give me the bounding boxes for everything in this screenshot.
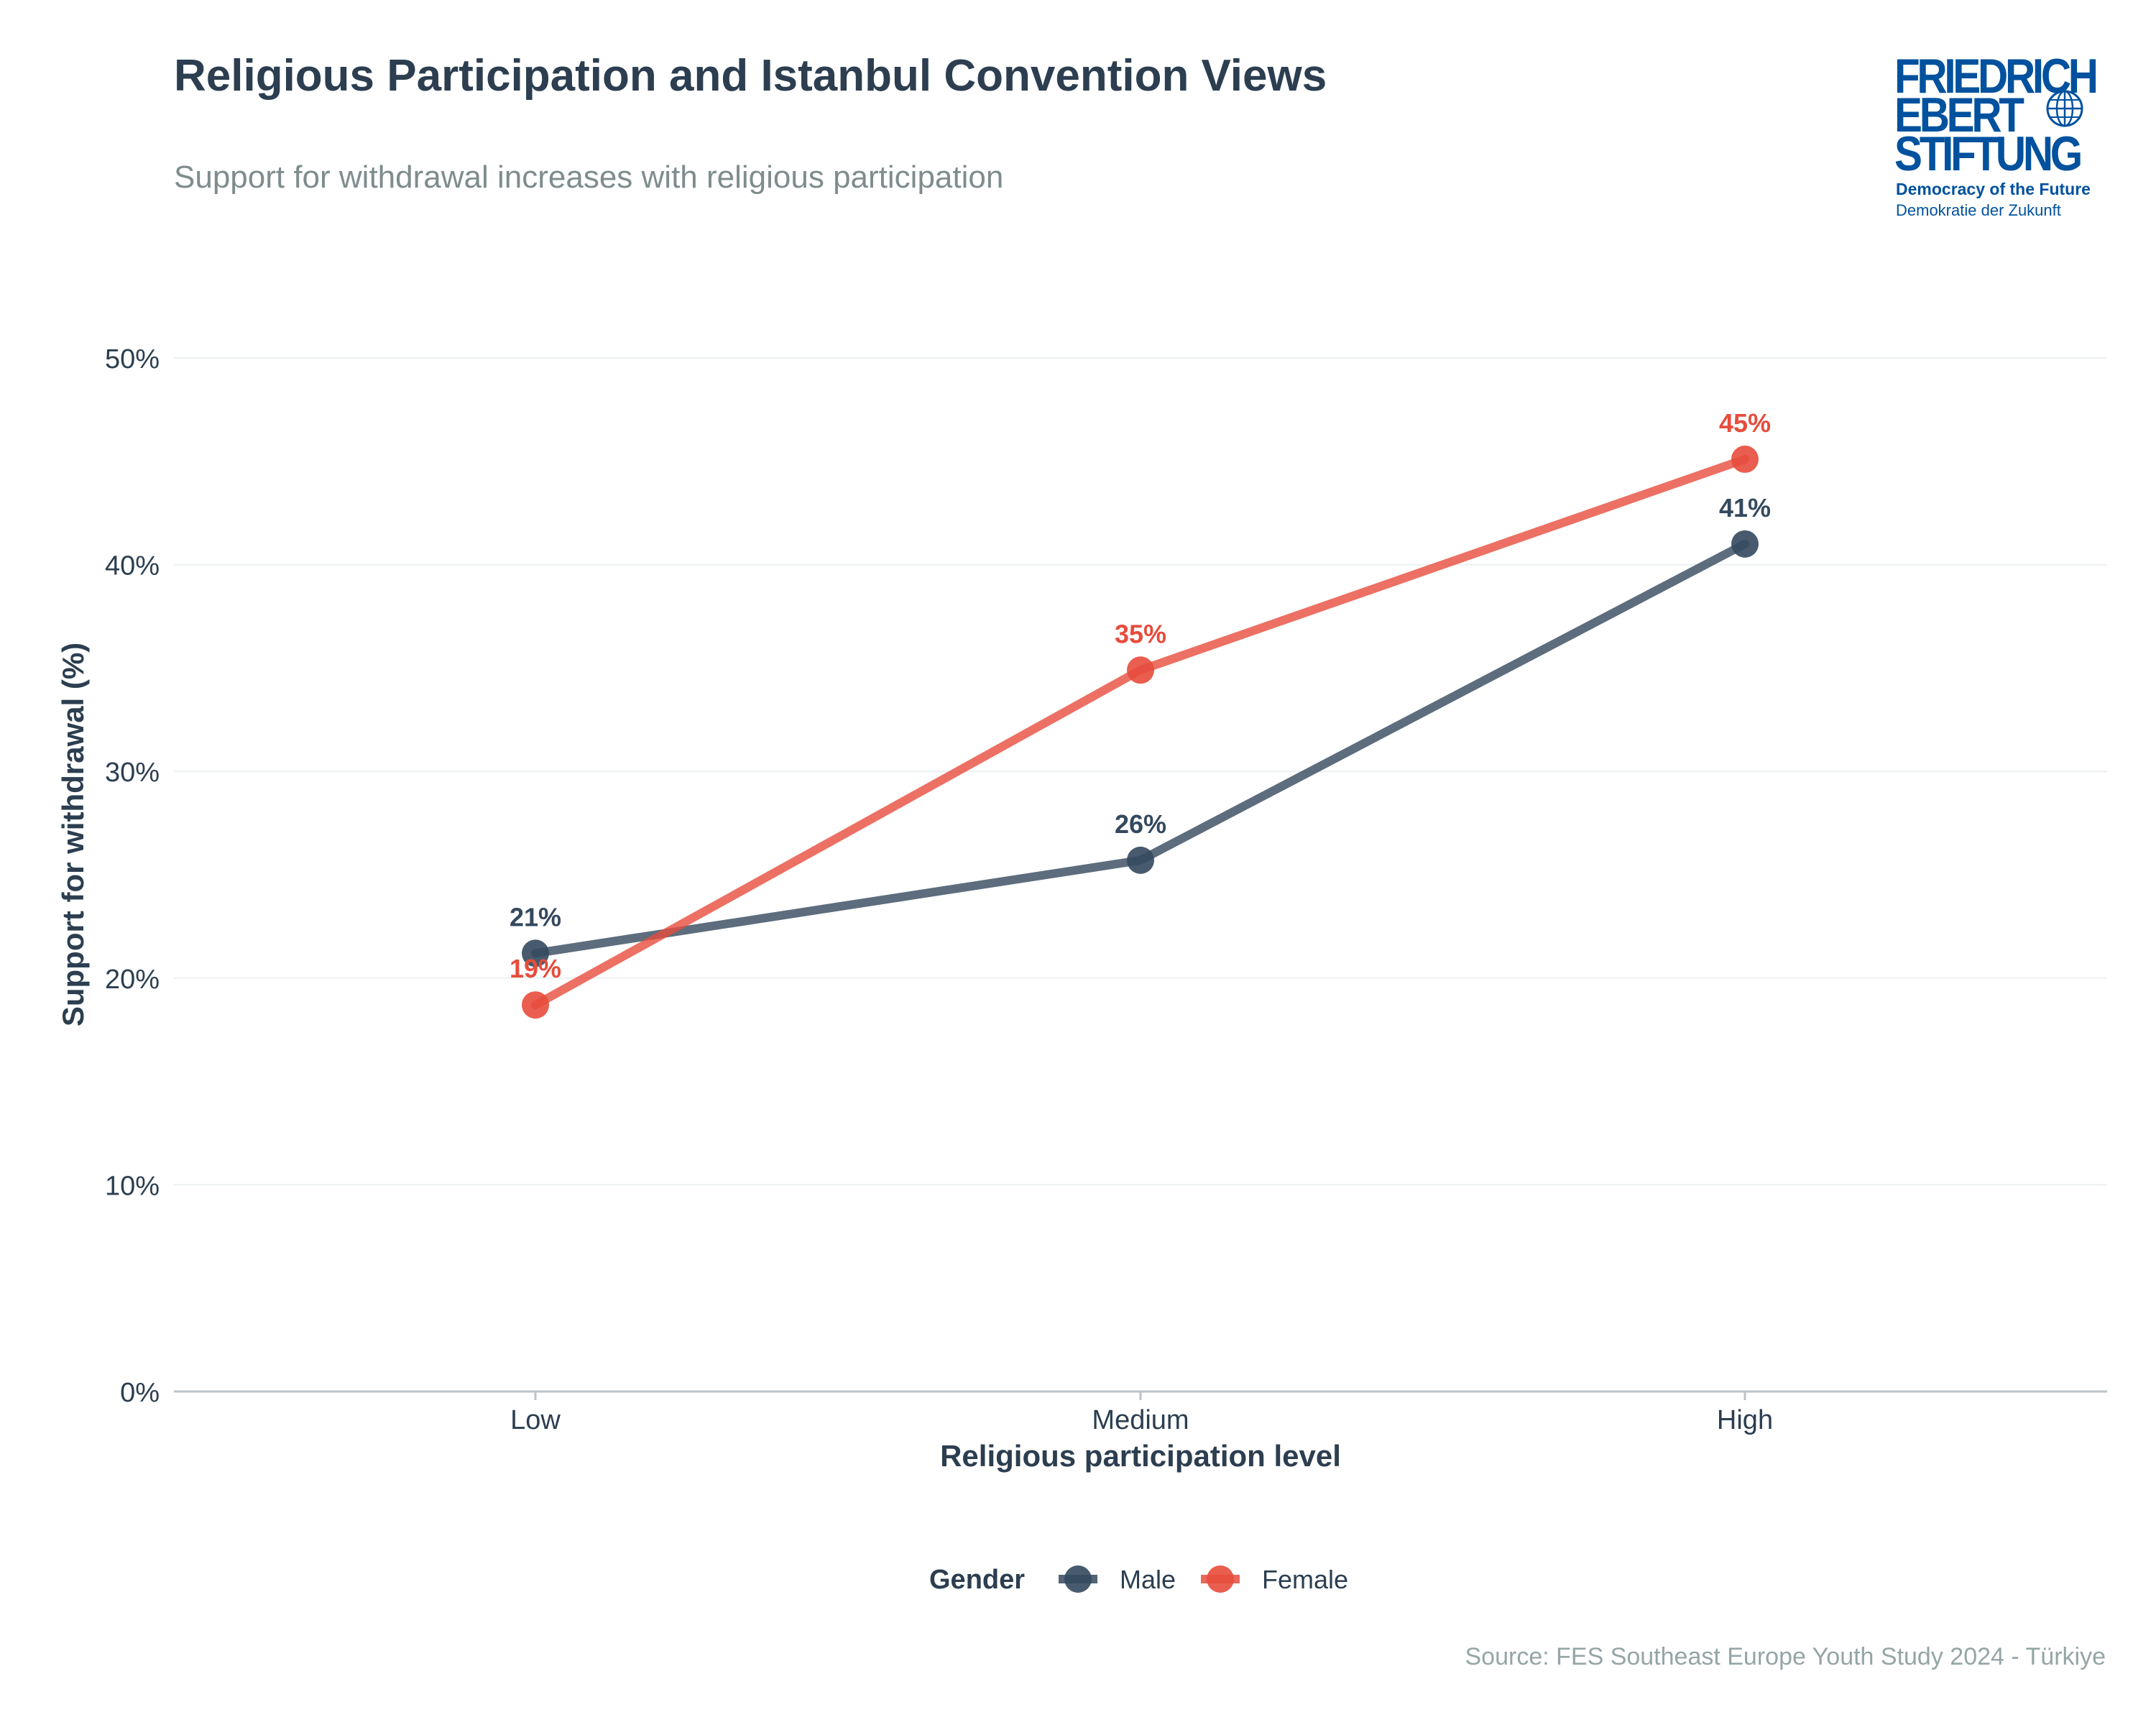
- legend: Gender Male Female: [929, 1565, 1348, 1595]
- y-tick-label: 50%: [105, 344, 160, 374]
- male-data-label: 21%: [510, 902, 561, 932]
- male-point: [1127, 846, 1154, 874]
- chart-subtitle: Support for withdrawal increases with re…: [174, 160, 1004, 195]
- male-point: [522, 939, 549, 967]
- male-data-label: 26%: [1115, 809, 1166, 839]
- female-point: [522, 991, 549, 1019]
- series: [522, 445, 1759, 1019]
- y-tick-label: 20%: [105, 965, 160, 995]
- female-point: [1731, 445, 1759, 473]
- male-line: [531, 539, 1749, 958]
- legend-title: Gender: [929, 1565, 1025, 1595]
- legend-label-male: Male: [1120, 1565, 1176, 1594]
- logo-line-2: EBERT: [1894, 88, 2024, 142]
- x-tick-label: High: [1717, 1405, 1773, 1435]
- logo-tagline: Democracy of the Future: [1896, 180, 2091, 198]
- logo-line-3: STIFTUNG: [1894, 126, 2083, 181]
- legend-key-male-point: [1064, 1565, 1092, 1593]
- y-axis-title: Support for withdrawal (%): [56, 643, 90, 1026]
- female-data-label: 19%: [510, 954, 561, 983]
- y-tick-label: 40%: [105, 551, 160, 581]
- logo-tagline-de: Demokratie der Zukunft: [1896, 201, 2061, 219]
- fes-logo: FRIEDRICH EBERT STIFTUNG Democracy of th…: [1894, 52, 2110, 231]
- x-axis-title: Religious participation level: [940, 1439, 1341, 1473]
- legend-label-female: Female: [1262, 1565, 1348, 1594]
- female-data-label: 45%: [1719, 408, 1771, 438]
- x-tick-label: Medium: [1092, 1405, 1189, 1435]
- y-tick-label: 10%: [105, 1171, 160, 1201]
- female-data-label: 35%: [1115, 619, 1166, 648]
- legend-key-female-point: [1207, 1565, 1234, 1593]
- y-tick-label: 0%: [120, 1378, 160, 1408]
- x-tick-label: Low: [510, 1405, 561, 1435]
- x-tick-labels: Low Medium High: [510, 1392, 1773, 1435]
- chart-title: Religious Participation and Istanbul Con…: [174, 51, 1327, 101]
- source-note: Source: FES Southeast Europe Youth Study…: [1465, 1643, 2106, 1670]
- data-labels: 21% 26% 41% 19% 35% 45%: [510, 408, 1771, 983]
- male-point: [1731, 530, 1759, 558]
- male-data-label: 41%: [1719, 493, 1771, 523]
- gridlines: [174, 357, 2107, 1186]
- globe-icon: [2046, 90, 2083, 127]
- y-tick-labels: 0% 10% 20% 30% 40% 50%: [105, 344, 160, 1408]
- y-tick-label: 30%: [105, 758, 160, 788]
- female-point: [1127, 656, 1154, 684]
